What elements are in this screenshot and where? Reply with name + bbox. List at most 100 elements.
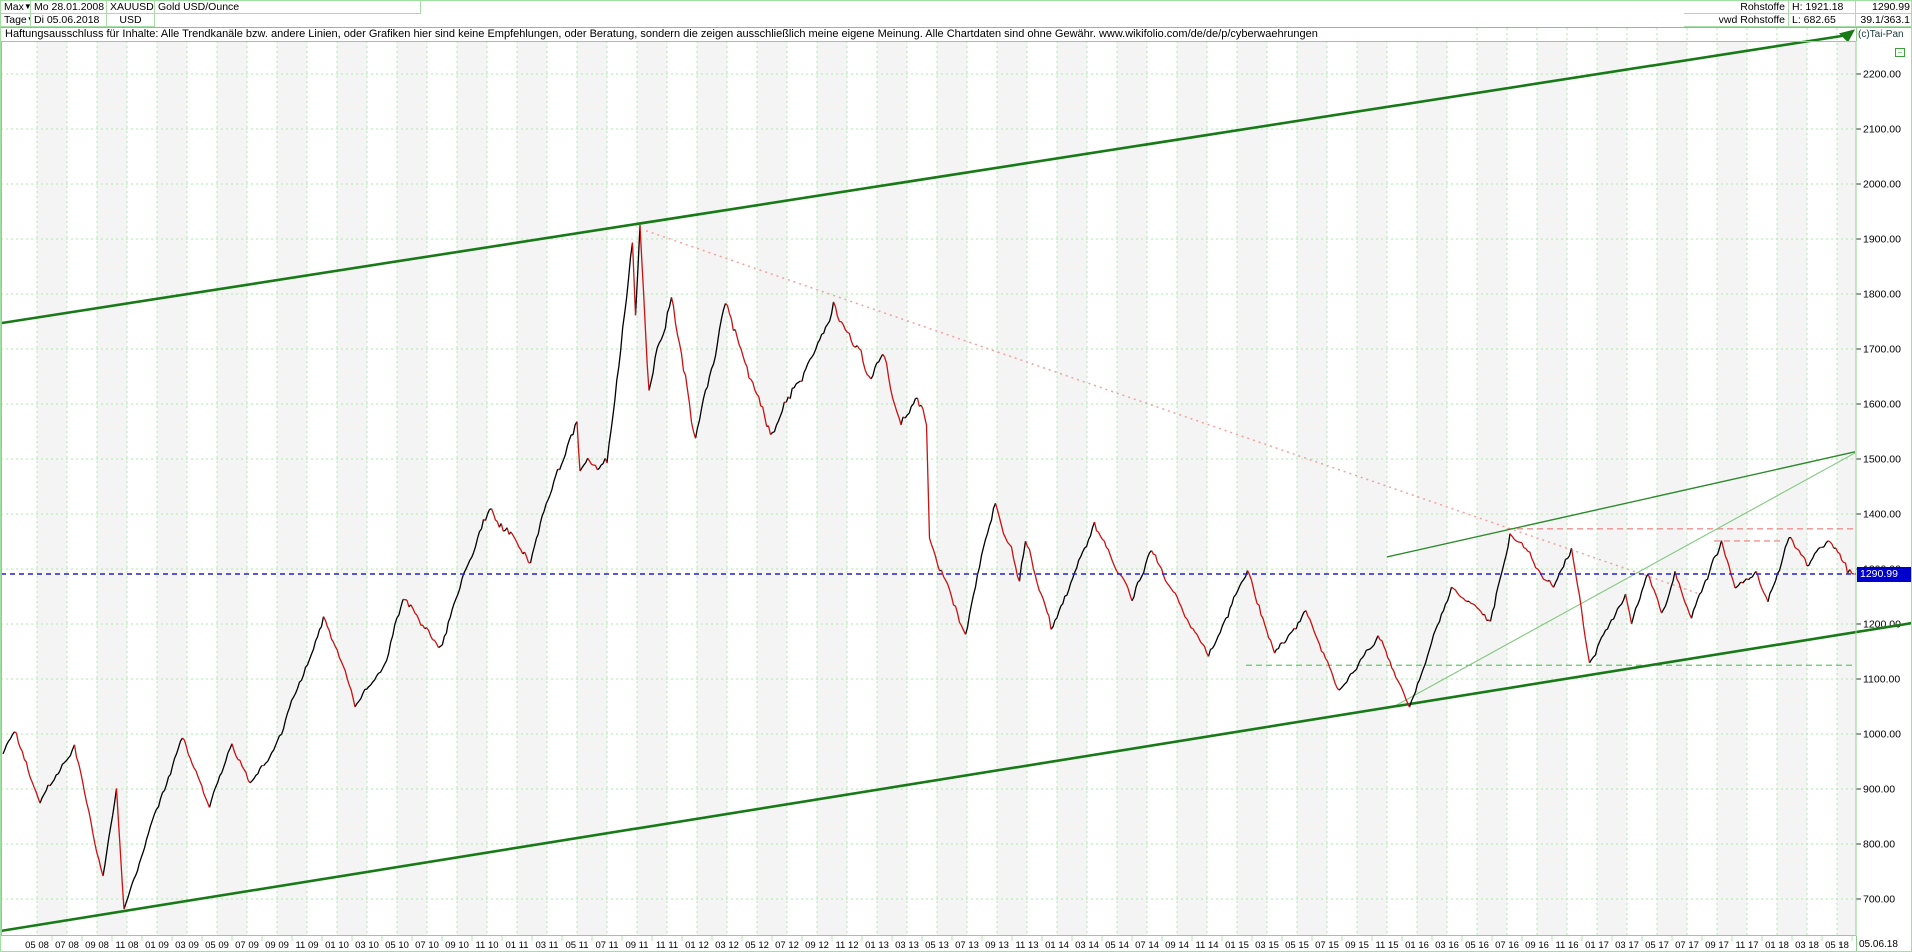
x-axis-label: 11 15 bbox=[1375, 940, 1398, 951]
x-axis-label: 09 13 bbox=[985, 940, 1009, 951]
background-band bbox=[757, 41, 787, 936]
symbol-code: XAUUSD bbox=[107, 1, 155, 14]
period-high: H: 1921.18 bbox=[1789, 1, 1856, 14]
x-axis-label: 03 14 bbox=[1075, 940, 1099, 951]
x-axis-label: 07 13 bbox=[955, 940, 979, 951]
x-axis-label: 03 16 bbox=[1435, 940, 1459, 951]
x-axis-label: 09 17 bbox=[1705, 940, 1729, 951]
x-axis-label: 09 08 bbox=[85, 940, 109, 951]
x-axis-label: 11 13 bbox=[1015, 940, 1038, 951]
background-band bbox=[457, 41, 487, 936]
disclaimer-text: Haftungsausschluss für Inhalte: Alle Tre… bbox=[1, 28, 1328, 41]
background-band bbox=[577, 41, 607, 936]
background-band bbox=[637, 41, 667, 936]
x-axis-label: 11 10 bbox=[475, 940, 498, 951]
x-axis-label: 03 13 bbox=[895, 940, 919, 951]
background-band bbox=[217, 41, 247, 936]
background-band bbox=[1657, 41, 1687, 936]
x-axis-label: 09 10 bbox=[445, 940, 469, 951]
background-band bbox=[1717, 41, 1747, 936]
x-axis-label: 01 15 bbox=[1225, 940, 1249, 951]
x-axis-label: 01 14 bbox=[1045, 940, 1069, 951]
x-axis-label: 11 14 bbox=[1195, 940, 1218, 951]
header-range-info: 39.1/363.1 bbox=[1856, 14, 1911, 27]
x-axis-label: 05 18 bbox=[1825, 940, 1849, 951]
instrument-title: Gold USD/Ounce bbox=[155, 1, 421, 14]
background-band bbox=[37, 41, 67, 936]
x-axis-label: 11 08 bbox=[115, 940, 138, 951]
range-selector-dropdown[interactable]: Max▼ bbox=[1, 1, 31, 14]
background-band bbox=[997, 41, 1027, 936]
x-axis-label: 07 12 bbox=[775, 940, 799, 951]
background-band bbox=[1117, 41, 1147, 936]
y-axis-label: 1100.00 bbox=[1863, 674, 1900, 686]
y-axis-label: 700.00 bbox=[1863, 894, 1895, 906]
channel-lower bbox=[1, 621, 1911, 933]
axis-collapse-icon[interactable]: − bbox=[1895, 48, 1905, 57]
x-axis-label: 05 11 bbox=[565, 940, 588, 951]
x-axis-label: 03 11 bbox=[535, 940, 558, 951]
x-axis-label: 07 08 bbox=[55, 940, 79, 951]
x-axis-label: 07 17 bbox=[1675, 940, 1699, 951]
start-date: Mo 28.01.2008 bbox=[31, 1, 107, 14]
x-axis-label: 03 15 bbox=[1255, 940, 1279, 951]
data-source-line2: vwd Rohstoffe bbox=[1684, 14, 1789, 27]
y-axis-label: 1400.00 bbox=[1863, 509, 1901, 521]
y-axis-label: 1600.00 bbox=[1863, 399, 1901, 411]
x-axis-label: 05 08 bbox=[25, 940, 49, 951]
x-axis-label: 09 12 bbox=[805, 940, 829, 951]
x-axis-label: 07 16 bbox=[1495, 940, 1519, 951]
background-band bbox=[1417, 41, 1447, 936]
y-axis-label: 1700.00 bbox=[1863, 344, 1901, 356]
x-axis-label: 01 11 bbox=[505, 940, 528, 951]
background-band bbox=[1297, 41, 1327, 936]
background-band bbox=[1777, 41, 1807, 936]
symbol-currency: USD bbox=[107, 14, 155, 27]
x-axis-label: 11 12 bbox=[835, 940, 858, 951]
y-axis-label: 1500.00 bbox=[1863, 454, 1901, 466]
end-date: Di 05.06.2018 bbox=[31, 14, 107, 27]
x-axis-separator: - bbox=[1839, 939, 1843, 950]
x-axis-label: 03 09 bbox=[175, 940, 199, 951]
background-band bbox=[877, 41, 907, 936]
x-axis-label: 11 17 bbox=[1735, 940, 1758, 951]
last-price-tag: 1290.99 bbox=[1857, 567, 1911, 582]
x-axis-label: 09 15 bbox=[1345, 940, 1369, 951]
x-axis-label: 03 10 bbox=[355, 940, 379, 951]
background-band bbox=[397, 41, 427, 936]
y-axis-label: 1000.00 bbox=[1863, 729, 1901, 741]
chevron-down-icon: ▼ bbox=[27, 15, 30, 24]
x-axis-label: 07 09 bbox=[235, 940, 259, 951]
x-axis-label: 11 16 bbox=[1555, 940, 1578, 951]
background-band bbox=[697, 41, 727, 936]
x-axis-label: 01 17 bbox=[1585, 940, 1609, 951]
x-axis-label: 09 09 bbox=[265, 940, 289, 951]
background-band bbox=[337, 41, 367, 936]
background-band bbox=[1237, 41, 1267, 936]
x-axis-label: 11 09 bbox=[295, 940, 318, 951]
y-axis-label: 1800.00 bbox=[1863, 289, 1901, 301]
background-band bbox=[97, 41, 127, 936]
header-divider bbox=[1, 27, 1911, 28]
header-last-price: 1290.99 bbox=[1856, 1, 1911, 14]
x-axis-label: 03 12 bbox=[715, 940, 739, 951]
x-axis-label: 03 17 bbox=[1615, 940, 1639, 951]
y-axis-label: 800.00 bbox=[1863, 839, 1895, 851]
x-axis-label: 01 09 bbox=[145, 940, 169, 951]
x-axis-label: 01 13 bbox=[865, 940, 889, 951]
y-axis-label: 2100.00 bbox=[1863, 124, 1901, 136]
x-axis-label: 01 10 bbox=[325, 940, 349, 951]
wedge-resistance bbox=[1386, 451, 1856, 558]
background-band bbox=[937, 41, 967, 936]
x-axis-label: 07 15 bbox=[1315, 940, 1339, 951]
background-band bbox=[1537, 41, 1567, 936]
period-selector-dropdown[interactable]: Tage▼ bbox=[1, 14, 31, 27]
wedge-support bbox=[1392, 452, 1856, 708]
background-band bbox=[1177, 41, 1207, 936]
x-axis-label: 11 11 bbox=[656, 940, 678, 951]
period-low: L: 682.65 bbox=[1789, 14, 1856, 27]
y-axis-label: 2200.00 bbox=[1863, 69, 1901, 81]
background-band bbox=[1837, 41, 1856, 936]
